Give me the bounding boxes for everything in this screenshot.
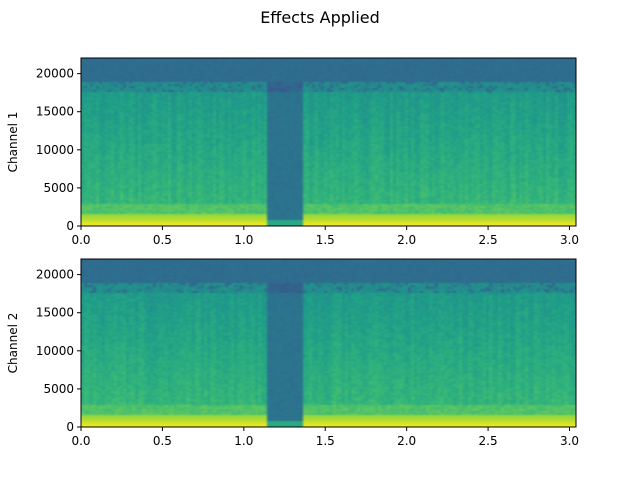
y-tick-label: 0 (66, 219, 74, 233)
x-tick-label: 2.0 (397, 233, 416, 247)
x-tick-label: 3.0 (560, 233, 579, 247)
y-tick-label: 5000 (43, 181, 74, 195)
y-axis-label: Channel 1 (6, 112, 20, 173)
x-tick-label: 2.5 (479, 434, 498, 448)
x-tick-label: 0.0 (71, 434, 90, 448)
x-tick-label: 2.0 (397, 434, 416, 448)
x-tick-label: 0.5 (153, 233, 172, 247)
x-tick-label: 1.0 (234, 434, 253, 448)
figure-title: Effects Applied (260, 8, 380, 27)
y-tick-label: 10000 (36, 344, 74, 358)
y-tick-label: 10000 (36, 143, 74, 157)
x-tick-label: 2.5 (479, 233, 498, 247)
x-tick-label: 0.0 (71, 233, 90, 247)
y-tick-label: 15000 (36, 306, 74, 320)
x-tick-label: 1.5 (316, 434, 335, 448)
y-tick-label: 20000 (36, 67, 74, 81)
spectrogram-panel-1: 0.0 0.5 1.0 1.5 2.0 2.5 3.0 0 5000 10000 15000 2000… (6, 57, 579, 247)
spectrogram-panel-2: 0.0 0.5 1.0 1.5 2.0 2.5 3.0 0 5000 10000 15000 2000… (6, 258, 579, 448)
x-tick-label: 1.5 (316, 233, 335, 247)
x-tick-label: 1.0 (234, 233, 253, 247)
y-tick-label: 20000 (36, 268, 74, 282)
x-tick-label: 0.5 (153, 434, 172, 448)
y-axis-label: Channel 2 (6, 313, 20, 374)
spectrogram-image (81, 58, 576, 226)
y-tick-label: 0 (66, 420, 74, 434)
axes-frame (80, 57, 577, 227)
spectrogram-image (81, 259, 576, 427)
y-tick-label: 5000 (43, 382, 74, 396)
y-tick-label: 15000 (36, 105, 74, 119)
x-tick-label: 3.0 (560, 434, 579, 448)
axes-frame (80, 258, 577, 428)
